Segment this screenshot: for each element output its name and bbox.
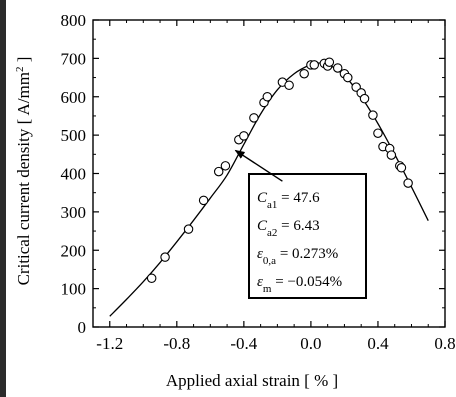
annotation-value: = −0.054% bbox=[271, 274, 342, 290]
annotation-line: ε0,a = 0.273% bbox=[257, 246, 338, 267]
data-point bbox=[220, 161, 231, 171]
annotation-value: = 0.273% bbox=[276, 246, 338, 262]
annotation-subscript: a1 bbox=[267, 199, 277, 211]
x-tick-label: -0.4 bbox=[230, 334, 257, 353]
annotation-line: Ca1 = 47.6 bbox=[257, 190, 320, 211]
annotation-subscript: m bbox=[263, 283, 272, 295]
annotation-value: = 6.43 bbox=[277, 218, 319, 234]
data-point bbox=[309, 60, 320, 70]
y-tick-label: 500 bbox=[61, 126, 87, 145]
data-point bbox=[299, 68, 309, 79]
y-axis-title-main: Critical current density [ A/mm bbox=[14, 72, 33, 285]
x-tick-label: 0.8 bbox=[434, 334, 455, 353]
y-tick-label: 600 bbox=[61, 88, 87, 107]
data-point bbox=[160, 252, 170, 262]
y-tick-label: 0 bbox=[78, 318, 87, 337]
annotation-symbol: C bbox=[257, 218, 268, 234]
annotation-symbol: ε bbox=[257, 246, 263, 262]
chart-frame: -1.2 -0.8 -0.4 0.0 0.4 0.8 0 100 200 300 400 500 600… bbox=[6, 0, 456, 397]
data-point bbox=[386, 150, 397, 160]
data-point bbox=[373, 128, 383, 138]
y-tick-label: 800 bbox=[61, 11, 87, 30]
data-point bbox=[183, 224, 194, 234]
data-point bbox=[332, 63, 343, 73]
data-point bbox=[213, 166, 224, 177]
y-axis-title: Critical current density [ A/mm2 ] bbox=[14, 57, 33, 286]
y-tick-label: 100 bbox=[61, 280, 87, 299]
x-tick-label: -1.2 bbox=[96, 334, 123, 353]
data-point bbox=[198, 195, 209, 206]
annotation-arrow bbox=[234, 149, 283, 182]
x-tick-label: -0.8 bbox=[163, 334, 190, 353]
annotation-line: εm = −0.054% bbox=[257, 274, 342, 295]
data-point bbox=[324, 57, 335, 67]
annotation-symbol: C bbox=[257, 190, 268, 206]
y-tick-label: 700 bbox=[61, 49, 87, 68]
data-point bbox=[396, 162, 407, 173]
annotation-subscript: a2 bbox=[267, 227, 277, 239]
y-tick-label: 400 bbox=[61, 165, 87, 184]
data-point bbox=[262, 92, 273, 102]
x-tick-label: 0.0 bbox=[300, 334, 321, 353]
y-axis-title-sup: 2 bbox=[14, 67, 26, 73]
data-point bbox=[343, 72, 353, 83]
data-points-group bbox=[146, 57, 413, 284]
annotation-value: = 47.6 bbox=[277, 190, 320, 206]
data-point bbox=[403, 178, 413, 188]
y-tick-label: 300 bbox=[61, 203, 87, 222]
y-tick-label: 200 bbox=[61, 241, 87, 260]
data-point bbox=[146, 273, 157, 284]
data-point bbox=[359, 93, 370, 104]
data-point bbox=[239, 131, 249, 141]
annotation-subscript: 0,a bbox=[263, 255, 276, 267]
annotation-box bbox=[248, 173, 367, 299]
annotation-line: Ca2 = 6.43 bbox=[257, 218, 320, 239]
data-point bbox=[368, 110, 378, 120]
x-axis-title: Applied axial strain [ % ] bbox=[166, 371, 338, 390]
data-point bbox=[284, 80, 294, 90]
y-axis-title-end: ] bbox=[14, 57, 33, 67]
data-point bbox=[249, 113, 259, 123]
x-tick-label: 0.4 bbox=[367, 334, 389, 353]
axes-group: -1.2 -0.8 -0.4 0.0 0.4 0.8 0 100 200 300 400 500 600… bbox=[61, 11, 456, 353]
annotation-symbol: ε bbox=[257, 274, 263, 290]
chart-svg: -1.2 -0.8 -0.4 0.0 0.4 0.8 0 100 200 300 400 500 600… bbox=[14, 11, 456, 390]
